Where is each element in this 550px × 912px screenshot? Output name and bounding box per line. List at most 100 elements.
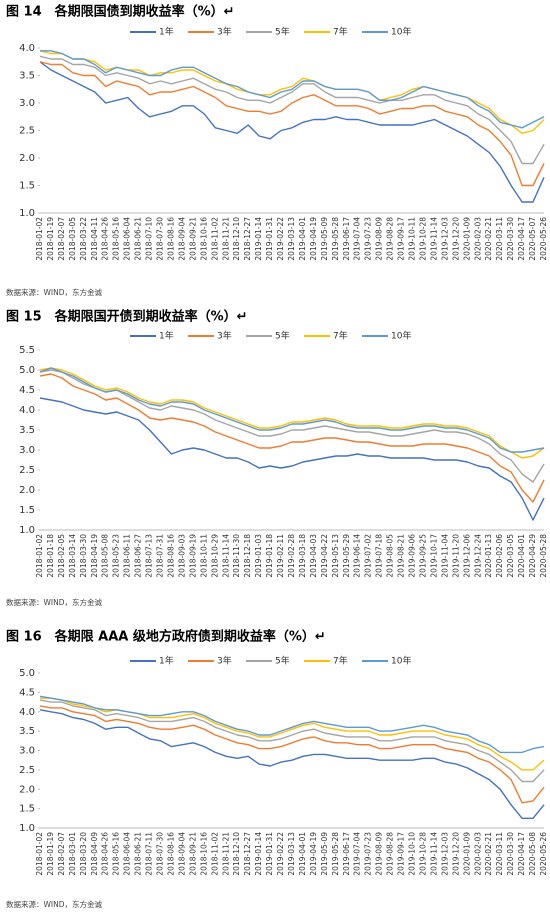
x-tick-label: 2019-09-17 <box>397 217 406 261</box>
x-tick-label: 2018-07-30 <box>156 832 165 876</box>
y-tick-label: 3.5 <box>19 425 35 436</box>
x-tick-label: 2018-12-18 <box>243 534 252 578</box>
chart-title: 图 16 各期限 AAA 级地方政府债到期收益率（%）↵ <box>6 629 326 645</box>
x-tick-label: 2019-05-28 <box>331 217 340 261</box>
legend-label: 10年 <box>391 26 411 38</box>
x-tick-label: 2019-02-22 <box>276 832 285 876</box>
x-tick-label: 2019-07-04 <box>353 832 362 876</box>
x-tick-label: 2020-01-13 <box>484 534 493 578</box>
x-tick-label: 2020-05-28 <box>539 534 548 578</box>
x-tick-label: 2018-04-26 <box>101 832 110 876</box>
y-tick-label: 1.5 <box>19 181 35 192</box>
x-tick-label: 2018-09-04 <box>177 832 186 876</box>
x-tick-label: 2020-02-21 <box>484 217 493 261</box>
x-tick-label: 2020-05-26 <box>539 832 548 876</box>
x-tick-label: 2020-03-05 <box>506 534 515 578</box>
x-tick-label: 2019-10-10 <box>408 832 417 876</box>
x-tick-label: 2019-10-28 <box>418 217 427 261</box>
x-tick-label: 2018-11-14 <box>221 534 230 578</box>
x-tick-label: 2018-06-27 <box>134 534 143 578</box>
series-line <box>40 697 545 771</box>
x-tick-label: 2018-05-08 <box>101 534 110 578</box>
x-tick-label: 2018-05-23 <box>112 534 121 578</box>
x-tick-label: 2019-08-28 <box>386 217 395 261</box>
x-tick-label: 2018-10-11 <box>199 534 208 578</box>
x-tick-label: 2019-12-03 <box>440 832 449 876</box>
series-line <box>39 705 545 804</box>
x-tick-label: 2019-03-13 <box>287 217 296 261</box>
x-tick-label: 2019-09-25 <box>418 534 427 578</box>
legend-label: 3年 <box>217 330 232 342</box>
y-tick-label: 1.0 <box>19 823 35 834</box>
x-tick-label: 2018-09-19 <box>188 534 197 578</box>
x-tick-label: 2020-01-09 <box>462 832 471 876</box>
y-tick-label: 2.0 <box>19 784 35 795</box>
x-tick-label: 2018-05-16 <box>112 832 121 876</box>
y-tick-label: 3.5 <box>19 71 35 82</box>
y-tick-label: 4.0 <box>19 405 35 416</box>
y-tick-label: 5.0 <box>19 365 35 376</box>
x-tick-label: 2020-04-17 <box>517 217 526 261</box>
x-tick-label: 2019-02-28 <box>287 534 296 578</box>
y-tick-label: 3.0 <box>19 98 35 109</box>
series-line <box>39 695 545 754</box>
x-tick-label: 2018-03-20 <box>79 832 88 876</box>
x-tick-label: 2020-01-09 <box>462 217 471 261</box>
x-tick-label: 2018-07-31 <box>156 534 165 578</box>
x-tick-label: 2019-04-01 <box>298 832 307 876</box>
x-tick-label: 2019-05-09 <box>320 832 329 876</box>
x-tick-label: 2020-02-03 <box>473 832 482 876</box>
x-tick-label: 2019-12-20 <box>451 217 460 261</box>
series-line <box>39 397 545 521</box>
x-tick-label: 2018-10-16 <box>199 832 208 876</box>
x-tick-label: 2019-04-01 <box>298 217 307 261</box>
x-tick-label: 2018-01-02 <box>35 534 44 578</box>
series-line <box>39 369 545 483</box>
x-tick-label: 2019-11-14 <box>429 832 438 876</box>
y-tick-label: 3.0 <box>19 746 35 757</box>
x-tick-label: 2019-07-02 <box>364 534 373 578</box>
x-tick-label: 2019-07-23 <box>364 217 373 261</box>
x-tick-label: 2018-01-19 <box>46 217 55 261</box>
x-tick-label: 2019-04-03 <box>309 534 318 578</box>
x-tick-label: 2019-08-21 <box>397 534 406 578</box>
y-tick-label: 1.5 <box>19 804 35 815</box>
x-tick-label: 2020-03-11 <box>495 832 504 876</box>
series-line <box>39 373 545 503</box>
y-tick-label: 1.5 <box>19 505 35 516</box>
x-tick-label: 2018-06-21 <box>134 832 143 876</box>
x-tick-label: 2019-12-24 <box>473 534 482 578</box>
x-tick-label: 2018-08-16 <box>166 217 175 261</box>
x-tick-label: 2018-09-04 <box>177 217 186 261</box>
x-tick-label: 2018-01-18 <box>46 534 55 578</box>
x-tick-label: 2019-01-18 <box>265 534 274 578</box>
x-tick-label: 2018-07-11 <box>145 832 154 876</box>
x-tick-label: 2019-10-11 <box>408 217 417 261</box>
legend-label: 1年 <box>159 655 174 667</box>
x-tick-label: 2018-11-02 <box>210 832 219 876</box>
legend-label: 10年 <box>391 330 411 342</box>
x-tick-label: 2019-04-19 <box>309 217 318 261</box>
x-tick-label: 2018-12-27 <box>243 217 252 261</box>
x-tick-label: 2019-04-19 <box>309 832 318 876</box>
legend-label: 5年 <box>275 655 290 667</box>
legend-label: 5年 <box>275 26 290 38</box>
x-tick-label: 2018-05-16 <box>112 217 121 261</box>
x-tick-label: 2018-01-02 <box>35 217 44 261</box>
legend-label: 3年 <box>217 655 232 667</box>
series-line <box>39 367 545 459</box>
x-tick-label: 2018-08-16 <box>166 534 175 578</box>
y-tick-label: 2.0 <box>19 153 35 164</box>
x-tick-label: 2019-12-03 <box>440 217 449 261</box>
x-tick-label: 2020-02-06 <box>495 534 504 578</box>
x-tick-label: 2019-02-11 <box>276 534 285 578</box>
chart-title: 图 15 各期限国开债到期收益率（%）↵ <box>6 309 248 325</box>
x-tick-label: 2019-08-09 <box>375 832 384 876</box>
x-tick-label: 2019-03-18 <box>298 534 307 578</box>
legend-label: 5年 <box>275 330 290 342</box>
x-tick-label: 2020-05-08 <box>528 832 537 876</box>
y-tick-label: 2.5 <box>19 465 35 476</box>
x-tick-label: 2019-09-06 <box>408 534 417 578</box>
